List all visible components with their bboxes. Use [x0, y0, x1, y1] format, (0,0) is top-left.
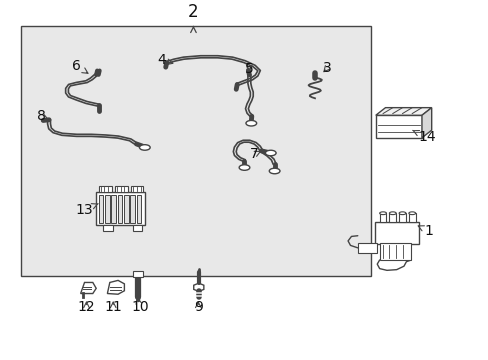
Text: 2: 2 [188, 3, 198, 21]
Ellipse shape [388, 212, 395, 215]
Polygon shape [421, 108, 431, 138]
Ellipse shape [265, 150, 276, 156]
Bar [111, 195, 116, 222]
Bar [96, 193, 144, 225]
Bar [21, 26, 370, 275]
Bar [408, 213, 415, 222]
Text: 5: 5 [244, 62, 253, 76]
Text: 6: 6 [72, 59, 88, 73]
Bar [115, 186, 128, 193]
Bar [123, 195, 128, 222]
Bar [132, 225, 142, 230]
Polygon shape [81, 283, 96, 293]
Ellipse shape [139, 145, 150, 150]
Text: 8: 8 [37, 109, 48, 123]
Text: 14: 14 [412, 130, 435, 144]
Bar [133, 271, 142, 277]
Ellipse shape [239, 165, 249, 170]
Text: 11: 11 [104, 300, 122, 314]
Bar [99, 186, 112, 193]
Bar [398, 213, 405, 222]
Bar [379, 213, 386, 222]
Ellipse shape [379, 212, 386, 215]
Bar [136, 195, 141, 222]
Text: 12: 12 [78, 300, 95, 314]
Text: 3: 3 [322, 61, 331, 75]
Ellipse shape [408, 212, 415, 215]
Text: 13: 13 [75, 203, 98, 217]
Bar [103, 225, 113, 230]
Bar [388, 213, 395, 222]
Text: 7: 7 [249, 147, 261, 161]
Bar [130, 195, 135, 222]
Bar [105, 195, 110, 222]
Text: 1: 1 [417, 224, 433, 238]
FancyBboxPatch shape [357, 243, 376, 253]
Ellipse shape [398, 212, 405, 215]
Polygon shape [107, 280, 124, 294]
Ellipse shape [245, 121, 256, 126]
Bar [379, 243, 410, 260]
Polygon shape [193, 283, 203, 292]
Bar [131, 186, 143, 193]
Polygon shape [375, 108, 431, 115]
Ellipse shape [269, 168, 280, 174]
Bar [375, 115, 421, 138]
Bar [374, 222, 418, 244]
Bar [117, 195, 122, 222]
Text: 10: 10 [131, 297, 148, 314]
Bar [99, 195, 103, 222]
Text: 9: 9 [193, 300, 203, 314]
Text: 4: 4 [157, 53, 172, 67]
